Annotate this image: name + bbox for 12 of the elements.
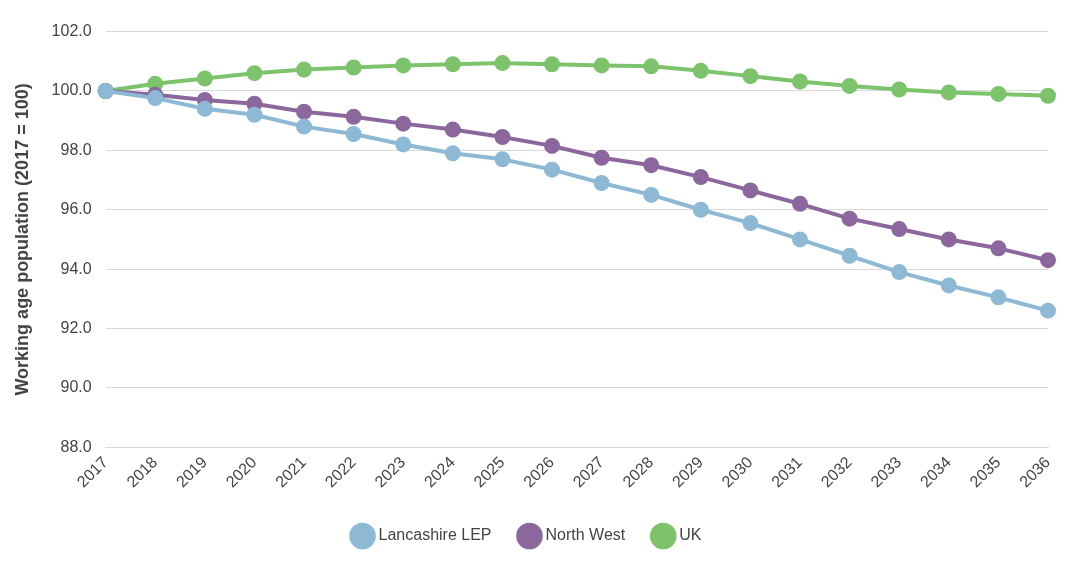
y-tick-label: 94.0 [60,259,92,277]
legend-label: North West [545,526,626,544]
y-tick-label: 102.0 [51,22,92,40]
y-tick-label: 100.0 [51,81,92,99]
legend-label: Lancashire LEP [378,526,492,544]
legend-label: UK [679,526,702,544]
y-tick-label: 98.0 [60,140,92,158]
y-axis-title: Working age population (2017 = 100) [11,83,32,396]
y-tick-label: 96.0 [60,200,92,218]
y-tick-label: 92.0 [60,318,92,336]
y-tick-label: 88.0 [60,437,92,455]
y-tick-label: 90.0 [60,378,92,396]
